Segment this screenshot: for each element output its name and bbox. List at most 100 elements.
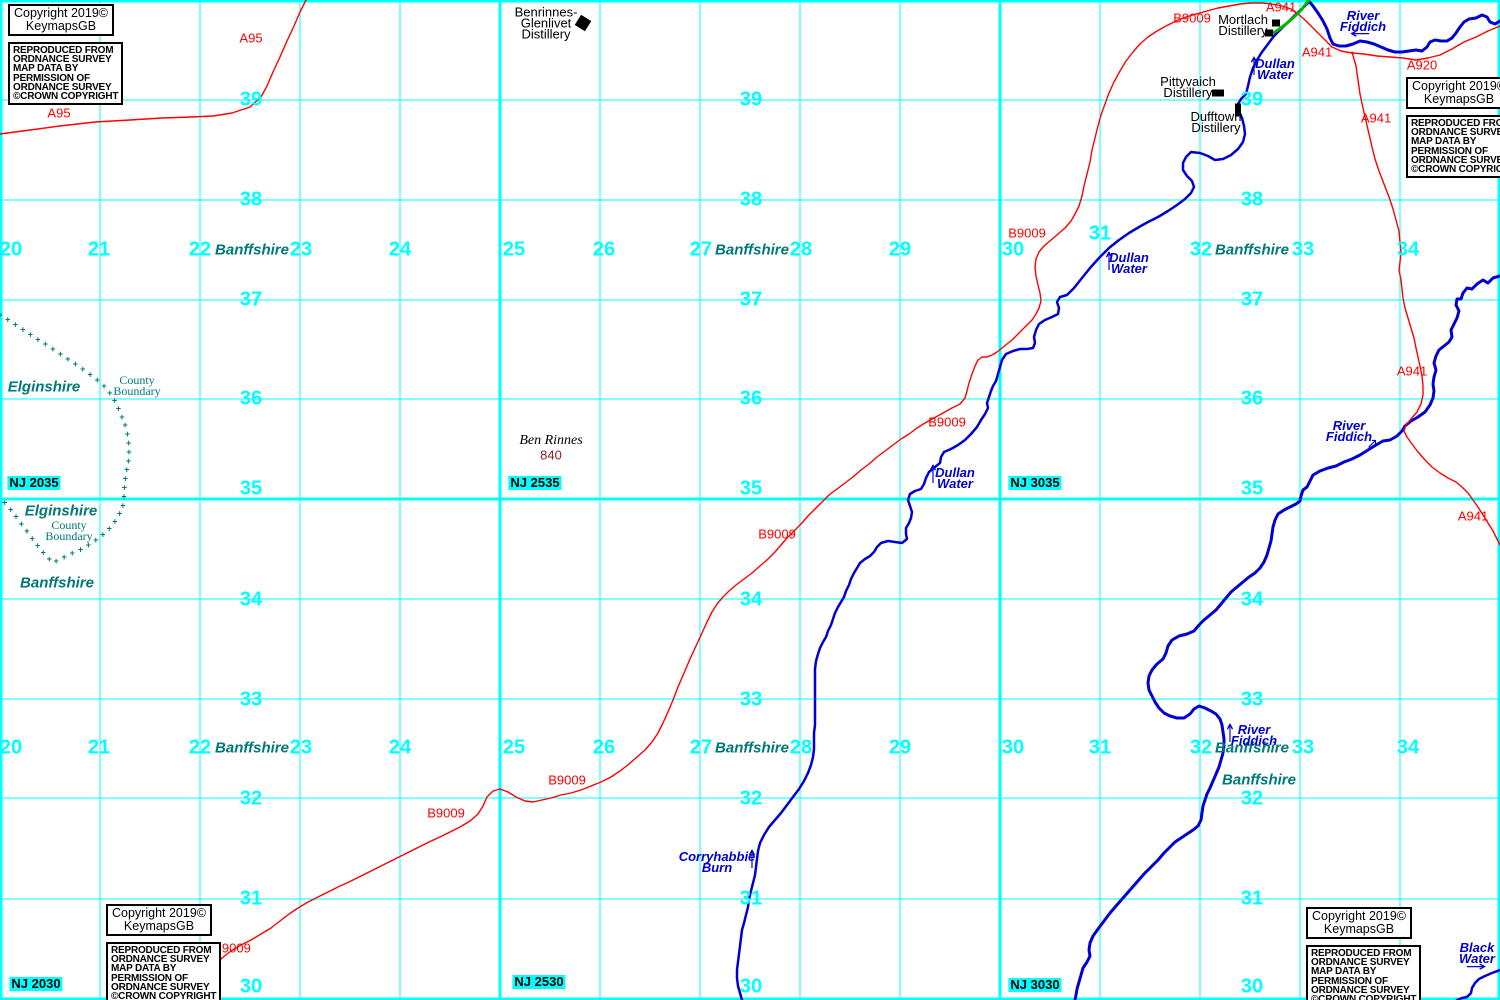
- flow-direction-arrow-icon: →: [1465, 959, 1487, 975]
- river-name-label: Corryhabbie Burn: [678, 849, 756, 875]
- ordnance-survey-notice: REPRODUCED FROM ORDNANCE SURVEY MAP DATA…: [1406, 115, 1500, 179]
- county-name-label: Banffshire: [215, 739, 289, 757]
- grid-easting-label: 23: [289, 736, 313, 759]
- road-ref-label: A941: [1360, 110, 1392, 126]
- county-boundary-cross: +: [65, 354, 70, 364]
- grid-northing-label: 32: [1240, 787, 1264, 810]
- county-name-label: Elginshire: [24, 502, 98, 520]
- river-path: [1073, 274, 1500, 1000]
- grid-northing-label: 35: [1240, 477, 1264, 500]
- county-boundary-cross: +: [58, 349, 63, 359]
- grid-northing-label: 36: [739, 387, 763, 410]
- county-name-label: Banffshire: [715, 739, 789, 757]
- road-ref-label: B9009: [758, 526, 796, 542]
- county-boundary-cross: +: [121, 491, 126, 501]
- grid-northing-label: 39: [1240, 88, 1264, 111]
- county-name-label: Banffshire: [215, 241, 289, 259]
- county-boundary-label: County Boundary: [113, 373, 161, 398]
- grid-northing-label: 33: [239, 688, 263, 711]
- county-boundary-cross: +: [13, 512, 18, 522]
- grid-easting-label: 25: [502, 238, 526, 261]
- grid-northing-label: 32: [739, 787, 763, 810]
- county-boundary-cross: +: [126, 447, 131, 457]
- road-ref-label: B9009: [1008, 225, 1046, 241]
- river-path: [735, 0, 1311, 1000]
- road-ref-label: B9009: [548, 772, 586, 788]
- county-boundary-cross: +: [122, 482, 127, 492]
- distillery-marker-icon: [1212, 89, 1224, 97]
- county-boundary-cross: +: [54, 556, 59, 566]
- county-boundary-cross: +: [19, 519, 24, 529]
- road-path: [1351, 51, 1500, 546]
- flow-direction-arrow-icon: ←: [1349, 26, 1371, 42]
- grid-northing-label: 30: [239, 975, 263, 998]
- county-boundary-cross: +: [50, 344, 55, 354]
- flow-direction-arrow-icon: ↗: [1366, 436, 1378, 452]
- grid-northing-label: 37: [1240, 288, 1264, 311]
- county-name-label: Banffshire: [1222, 771, 1296, 789]
- county-name-label: Banffshire: [20, 574, 94, 592]
- county-boundary-cross: +: [86, 540, 91, 550]
- county-boundary-cross: +: [43, 339, 48, 349]
- grid-northing-label: 31: [239, 887, 263, 910]
- road-ref-label: A920: [1406, 57, 1438, 73]
- river-name-label: River Fiddich: [1230, 722, 1278, 748]
- county-boundary-cross: +: [107, 523, 112, 533]
- grid-easting-label: 27: [689, 238, 713, 261]
- grid-easting-label: 28: [789, 736, 813, 759]
- grid-easting-label: 20: [0, 736, 23, 759]
- copyright-block-bottom-right: Copyright 2019© KeymapsGB REPRODUCED FROM…: [1306, 907, 1422, 1000]
- grid-easting-label: 27: [689, 736, 713, 759]
- flow-direction-arrow-icon: ↑: [927, 461, 939, 491]
- road-ref-label: A941: [1301, 44, 1333, 60]
- county-boundary-cross: +: [80, 364, 85, 374]
- grid-northing-label: 30: [1240, 975, 1264, 998]
- river-path: [1306, 0, 1500, 54]
- grid-reference-label: NJ 3035: [1008, 475, 1062, 490]
- distillery-label: Dufftown Distillery: [1190, 109, 1242, 135]
- grid-easting-label: 28: [789, 238, 813, 261]
- county-boundary-cross: +: [61, 552, 66, 562]
- road-ref-label: B9009: [1173, 10, 1211, 26]
- county-boundary-cross: +: [101, 381, 106, 391]
- copyright-block-top-right: Copyright 2019© KeymapsGB REPRODUCED FROM…: [1406, 77, 1500, 179]
- grid-northing-label: 39: [739, 88, 763, 111]
- grid-northing-label: 38: [1240, 188, 1264, 211]
- county-boundary-cross: +: [35, 541, 40, 551]
- river-name-label: Black Water: [1459, 940, 1495, 966]
- grid-northing-label: 33: [1240, 688, 1264, 711]
- county-boundary-cross: +: [2, 498, 7, 508]
- grid-easting-label: 31: [1088, 736, 1112, 759]
- road-ref-label: B9009: [928, 414, 966, 430]
- grid-easting-label: 21: [87, 238, 111, 261]
- grid-northing-label: 38: [739, 188, 763, 211]
- grid-easting-label: 26: [592, 238, 616, 261]
- peak-elevation-label: 840: [540, 447, 562, 463]
- river-name-label: River Fiddich: [1339, 8, 1387, 34]
- grid-reference-label: NJ 3030: [1008, 977, 1062, 992]
- county-name-label: Banffshire: [1215, 739, 1289, 757]
- flow-direction-arrow-icon: ↑: [1248, 53, 1260, 83]
- grid-easting-label: 34: [1396, 736, 1420, 759]
- grid-easting-label: 25: [502, 736, 526, 759]
- county-boundary-cross: +: [78, 545, 83, 555]
- grid-northing-label: 37: [239, 288, 263, 311]
- ordnance-survey-notice: REPRODUCED FROM ORDNANCE SURVEY MAP DATA…: [8, 42, 124, 106]
- grid-reference-label: NJ 2030: [9, 976, 63, 991]
- distillery-label: Mortlach Distillery: [1218, 12, 1268, 38]
- county-boundary-cross: +: [41, 548, 46, 558]
- county-boundary-cross: +: [20, 324, 25, 334]
- county-name-label: Elginshire: [7, 378, 81, 396]
- road-ref-label: A95: [47, 105, 71, 121]
- county-boundary-cross: +: [122, 420, 127, 430]
- road-path: [1269, 0, 1311, 36]
- grid-northing-label: 36: [239, 387, 263, 410]
- grid-easting-label: 33: [1291, 736, 1315, 759]
- road-ref-label: B9009: [213, 940, 251, 956]
- county-boundary-cross: +: [116, 404, 121, 414]
- river-name-label: Dullan Water: [935, 465, 975, 491]
- grid-northing-label: 37: [739, 288, 763, 311]
- road-path: [0, 0, 307, 135]
- county-boundary-cross: +: [0, 310, 3, 320]
- river-name-label: River Fiddich: [1325, 418, 1373, 444]
